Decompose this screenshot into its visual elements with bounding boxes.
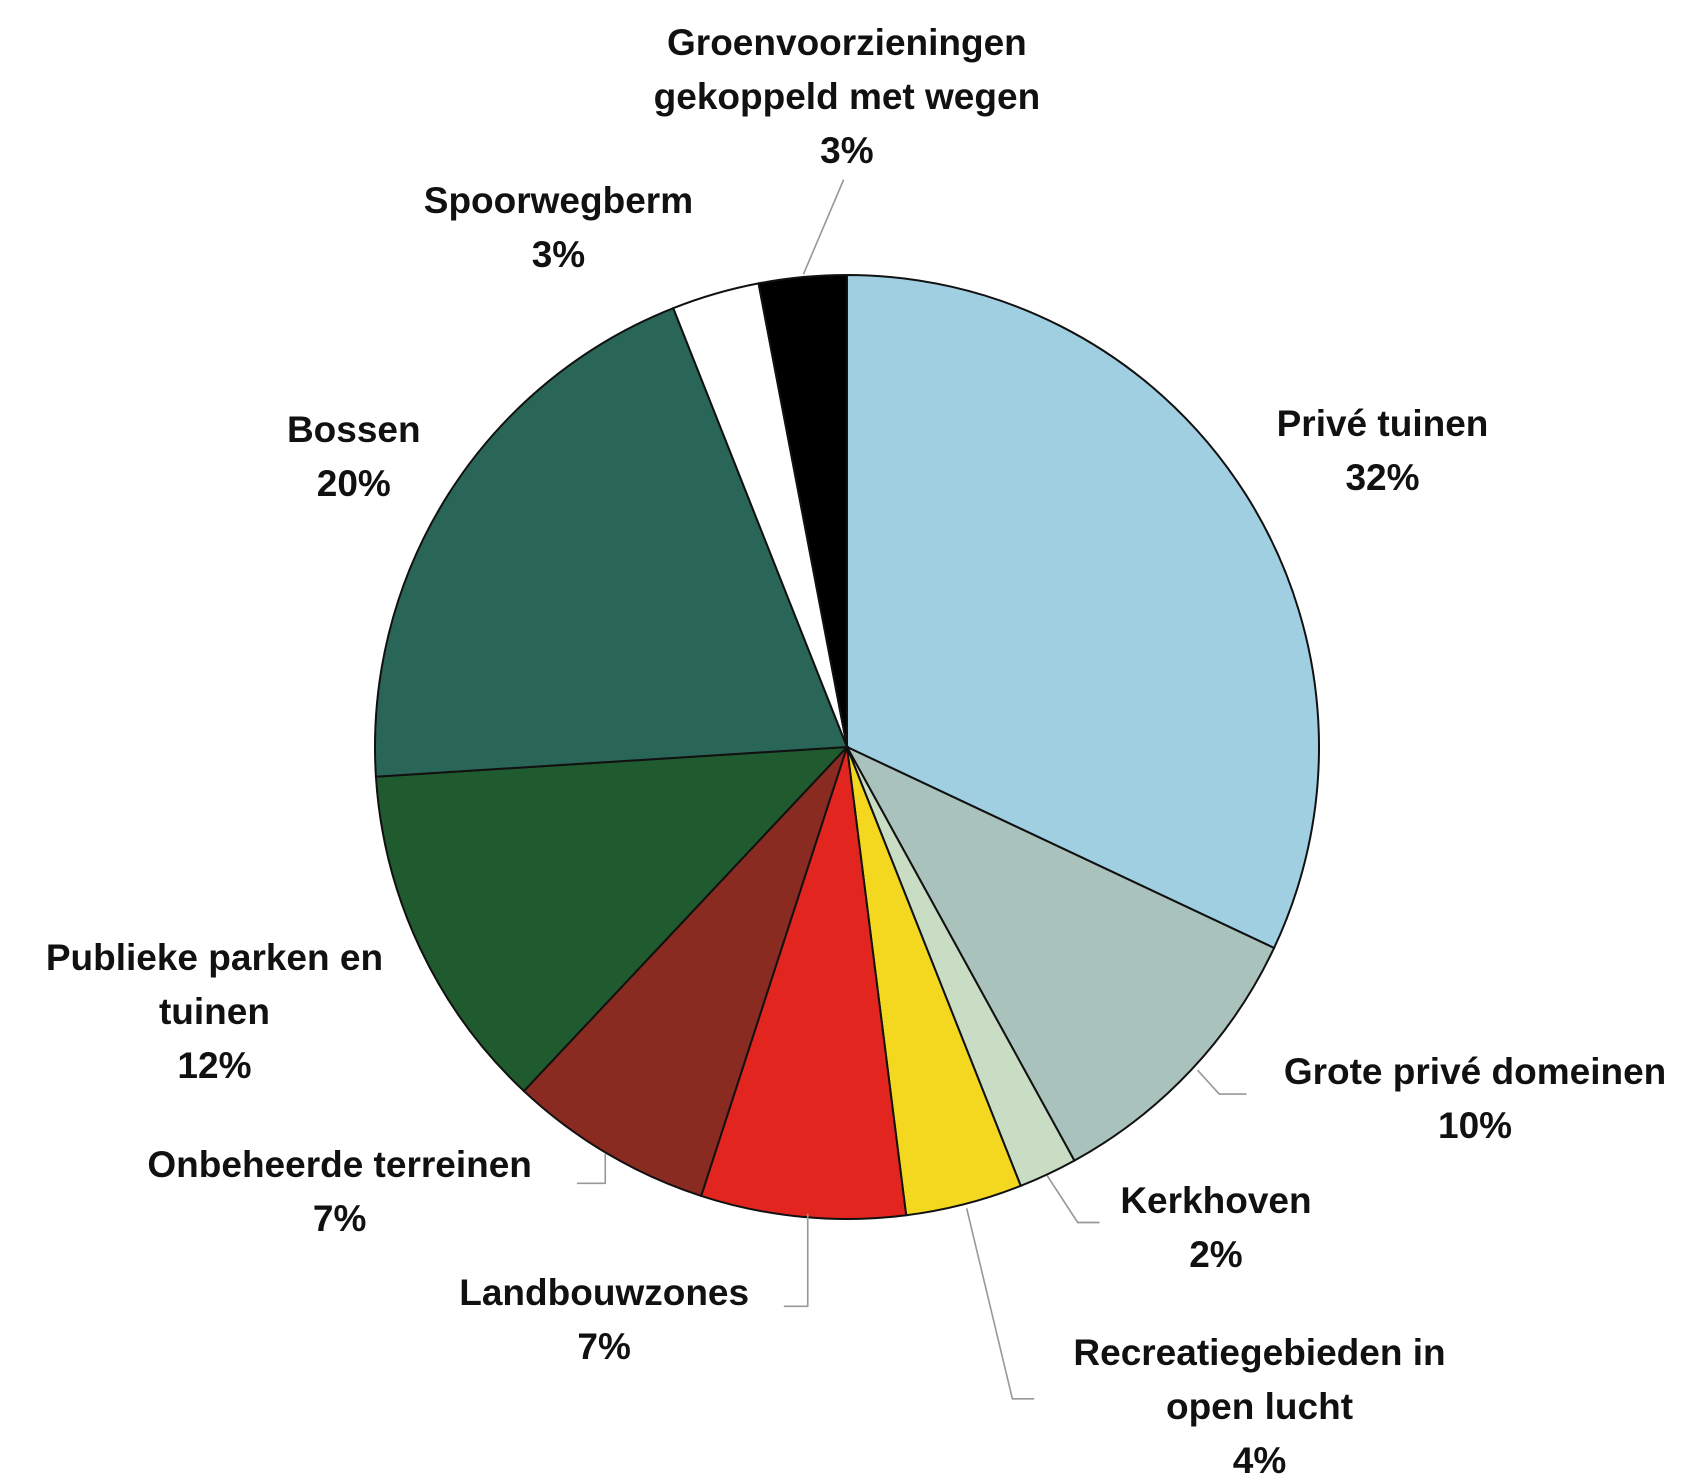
value-label: 4% — [1232, 1439, 1287, 1476]
value-label: 20% — [316, 462, 391, 504]
leader-line — [965, 1208, 1035, 1400]
slice-label: Grote privé domeinen 10% — [1284, 1045, 1666, 1153]
leader-line — [1046, 1175, 1100, 1224]
slice-label: Privé tuinen 32% — [1277, 397, 1489, 505]
slices — [374, 273, 1320, 1220]
pie-slice — [522, 746, 848, 1198]
category-name: Grote privé domeinen — [1283, 1051, 1667, 1093]
category-name: Publieke parken en tuinen — [45, 936, 384, 1032]
category-name: Kerkhoven — [1120, 1179, 1312, 1221]
pie-slice — [757, 273, 848, 748]
category-name: Landbouwzones — [459, 1272, 750, 1314]
category-name: Privé tuinen — [1276, 403, 1489, 445]
slice-label: Spoorwegberm 3% — [424, 174, 693, 282]
slice-label: Kerkhoven 2% — [1120, 1174, 1311, 1282]
value-label: 2% — [1189, 1233, 1243, 1275]
category-name: Groenvoorzieningen gekoppeld met wegen — [653, 22, 1041, 118]
pie-slice — [699, 746, 908, 1220]
value-label: 7% — [312, 1197, 367, 1239]
pie-slice — [846, 273, 1320, 950]
leader-line — [1196, 1069, 1247, 1095]
value-label: 32% — [1345, 457, 1420, 499]
pie-slice — [844, 744, 1276, 1162]
value-label: 3% — [531, 234, 586, 276]
leader-line — [576, 1153, 607, 1185]
category-name: Onbeheerde terreinen — [147, 1143, 532, 1185]
slice-label: Landbouwzones 7% — [459, 1266, 749, 1374]
leader-line — [802, 179, 845, 275]
category-name: Spoorwegberm — [423, 180, 694, 222]
value-label: 7% — [577, 1326, 631, 1368]
slice-label: Publieke parken en tuinen 12% — [14, 931, 414, 1093]
value-label: 12% — [177, 1044, 252, 1086]
value-label: 10% — [1438, 1105, 1513, 1147]
slice-label: Onbeheerde terreinen 7% — [147, 1138, 532, 1246]
category-name: Bossen — [286, 408, 421, 450]
slice-label: Bossen 20% — [287, 403, 421, 511]
leader-line — [783, 1213, 809, 1308]
leader-lines — [576, 179, 1247, 1400]
pie-slice — [374, 745, 850, 1093]
slice-label: Groenvoorzieningen gekoppeld met wegen 3% — [612, 16, 1082, 178]
slice-label: Recreatiegebieden in open lucht 4% — [1040, 1326, 1480, 1476]
pie-slice — [374, 306, 849, 778]
category-name: Recreatiegebieden in open lucht — [1073, 1331, 1446, 1427]
value-label: 3% — [820, 130, 874, 172]
